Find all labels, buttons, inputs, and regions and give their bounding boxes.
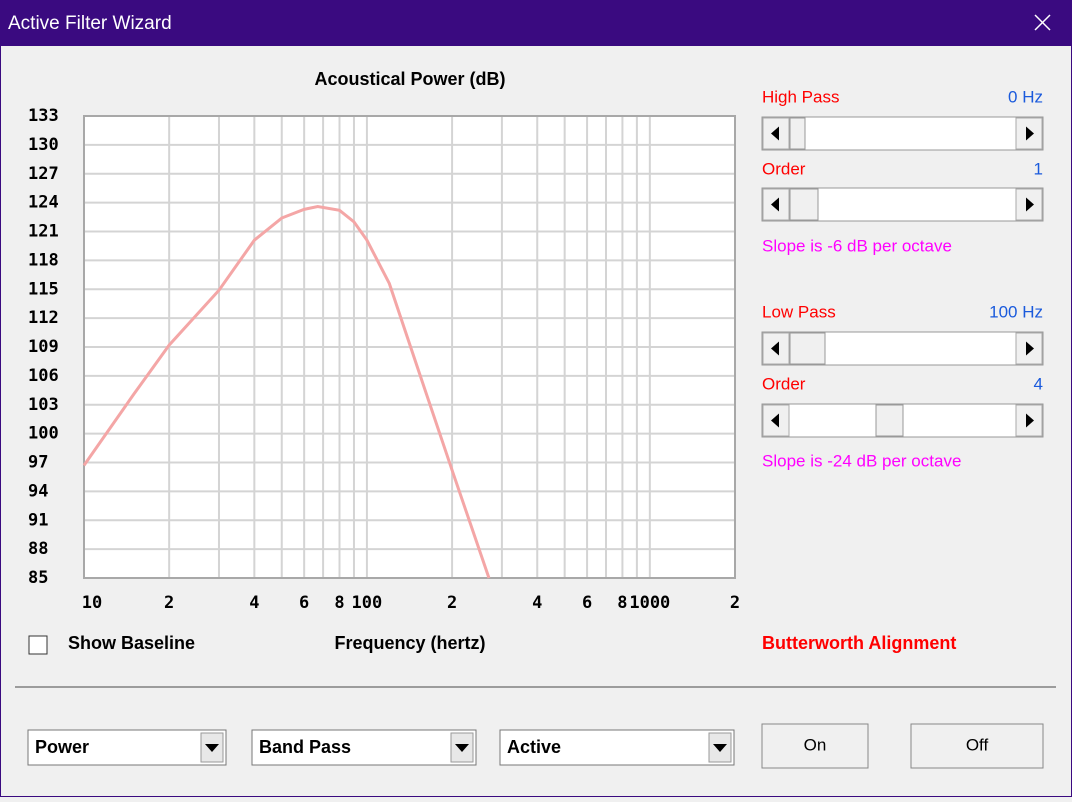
dropdown[interactable] — [499, 729, 735, 766]
filter-value: 100 Hz — [989, 302, 1043, 321]
order-value: 1 — [1034, 159, 1043, 178]
chart-title: Acoustical Power (dB) — [314, 69, 505, 89]
dropdown-text: Band Pass — [259, 737, 351, 757]
plot: 10 2 4 6 8 100 2 4 6 8 1000 21331301271241211181151… — [28, 106, 740, 613]
y-tick-label: 121 — [28, 222, 59, 242]
y-tick-label: 109 — [28, 337, 59, 357]
window-title: Active Filter Wizard — [8, 13, 172, 34]
y-tick-label: 127 — [28, 164, 59, 184]
arrow-icon — [771, 413, 779, 428]
close-button[interactable] — [1034, 14, 1051, 31]
y-tick-label: 133 — [28, 106, 59, 126]
y-tick-label: 112 — [28, 308, 59, 328]
y-tick-label: 118 — [28, 250, 59, 270]
x-tick-label: 2 — [730, 593, 740, 613]
y-tick-label: 124 — [28, 193, 59, 213]
filter-label: Low Pass — [762, 302, 836, 321]
slope-text: Slope is -6 dB per octave — [762, 236, 952, 255]
alignment-text: Butterworth Alignment — [762, 633, 956, 653]
arrow-icon — [1026, 413, 1034, 428]
order-value: 4 — [1034, 374, 1043, 393]
slider-thumb[interactable] — [789, 117, 806, 150]
y-tick-label: 103 — [28, 395, 59, 415]
checkbox-label: Show Baseline — [68, 633, 195, 653]
x-tick-label: 2 — [164, 593, 174, 613]
arrow-icon — [1026, 126, 1034, 141]
x-tick-label: 6 — [299, 593, 309, 613]
y-tick-label: 85 — [28, 568, 48, 588]
slope-text: Slope is -24 dB per octave — [762, 451, 961, 470]
arrow-icon — [771, 126, 779, 141]
checkbox[interactable] — [28, 635, 48, 655]
slider-track[interactable] — [761, 116, 1044, 151]
x-tick-label: 10 — [82, 593, 102, 613]
y-tick-label: 115 — [28, 279, 59, 299]
dropdown-text: Power — [35, 737, 89, 757]
filter-label: High Pass — [762, 87, 839, 106]
y-tick-label: 130 — [28, 135, 59, 155]
x-tick-label: 4 — [249, 593, 259, 613]
x-tick-label: 1000 — [629, 593, 670, 613]
arrow-icon — [1026, 197, 1034, 212]
x-tick-label: 100 — [352, 593, 383, 613]
arrow-icon — [771, 341, 779, 356]
slider-thumb[interactable] — [789, 332, 826, 365]
dropdown[interactable] — [27, 729, 227, 766]
y-tick-label: 100 — [28, 424, 59, 444]
button[interactable] — [761, 723, 869, 769]
x-tick-label: 8 — [617, 593, 627, 613]
x-tick-label: 4 — [532, 593, 542, 613]
dropdown[interactable] — [251, 729, 477, 766]
y-tick-label: 94 — [28, 481, 48, 501]
x-tick-label: 6 — [582, 593, 592, 613]
plot-border — [83, 115, 736, 579]
slider-thumb[interactable] — [875, 404, 904, 437]
y-tick-label: 106 — [28, 366, 59, 386]
y-tick-label: 88 — [28, 539, 48, 559]
title-bar — [0, 0, 1072, 46]
arrow-icon — [1026, 341, 1034, 356]
order-label: Order — [762, 159, 806, 178]
x-tick-label: 2 — [447, 593, 457, 613]
data-line — [82, 204, 491, 579]
dropdown-text: Active — [507, 737, 561, 757]
button-label: On — [804, 735, 827, 754]
button[interactable] — [910, 723, 1044, 769]
y-tick-label: 91 — [28, 510, 48, 530]
y-tick-label: 97 — [28, 453, 48, 473]
arrow-icon — [771, 197, 779, 212]
slider-thumb[interactable] — [789, 188, 819, 221]
order-label: Order — [762, 374, 806, 393]
x-axis-label: Frequency (hertz) — [334, 633, 485, 653]
filter-value: 0 Hz — [1008, 87, 1043, 106]
x-tick-label: 8 — [334, 593, 344, 613]
button-label: Off — [966, 735, 989, 754]
